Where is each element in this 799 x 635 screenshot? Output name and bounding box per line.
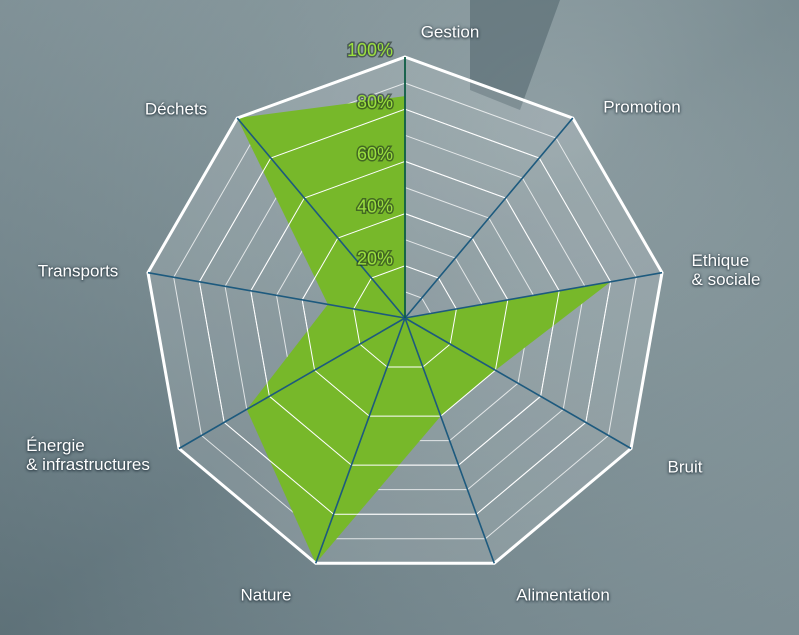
category-label: Ethique & sociale <box>691 251 761 289</box>
axis-line <box>404 117 574 319</box>
minor-grid-ring <box>224 134 586 491</box>
category-label: Énergie & infrastructures <box>26 436 150 474</box>
y-tick-label: 80% <box>357 92 393 112</box>
axis-line <box>314 317 406 564</box>
grid-ring <box>146 55 664 565</box>
category-label: Déchets <box>144 99 208 119</box>
axis-line <box>404 317 496 564</box>
grid-ring <box>301 213 509 417</box>
axis-line <box>178 317 406 450</box>
y-tick-label: 40% <box>357 196 393 216</box>
axis-line <box>404 271 663 319</box>
paddle-shadow <box>470 0 560 110</box>
axis-line <box>147 271 406 319</box>
category-label: Alimentation <box>516 585 610 605</box>
y-tick-label: 100% <box>347 40 393 60</box>
category-label: Transports <box>37 261 119 281</box>
category-label: Promotion <box>603 97 681 117</box>
y-tick-label: 20% <box>357 249 393 269</box>
category-label: Gestion <box>420 22 480 42</box>
y-tick-label: 60% <box>357 144 393 164</box>
grid-ring <box>198 108 612 515</box>
category-label: Bruit <box>667 457 703 477</box>
axis-line <box>404 317 632 450</box>
minor-grid-ring <box>173 82 637 540</box>
grid-ring <box>250 160 560 466</box>
axis-line <box>236 117 406 319</box>
category-label: Nature <box>240 585 292 605</box>
grid-ring <box>353 265 457 368</box>
